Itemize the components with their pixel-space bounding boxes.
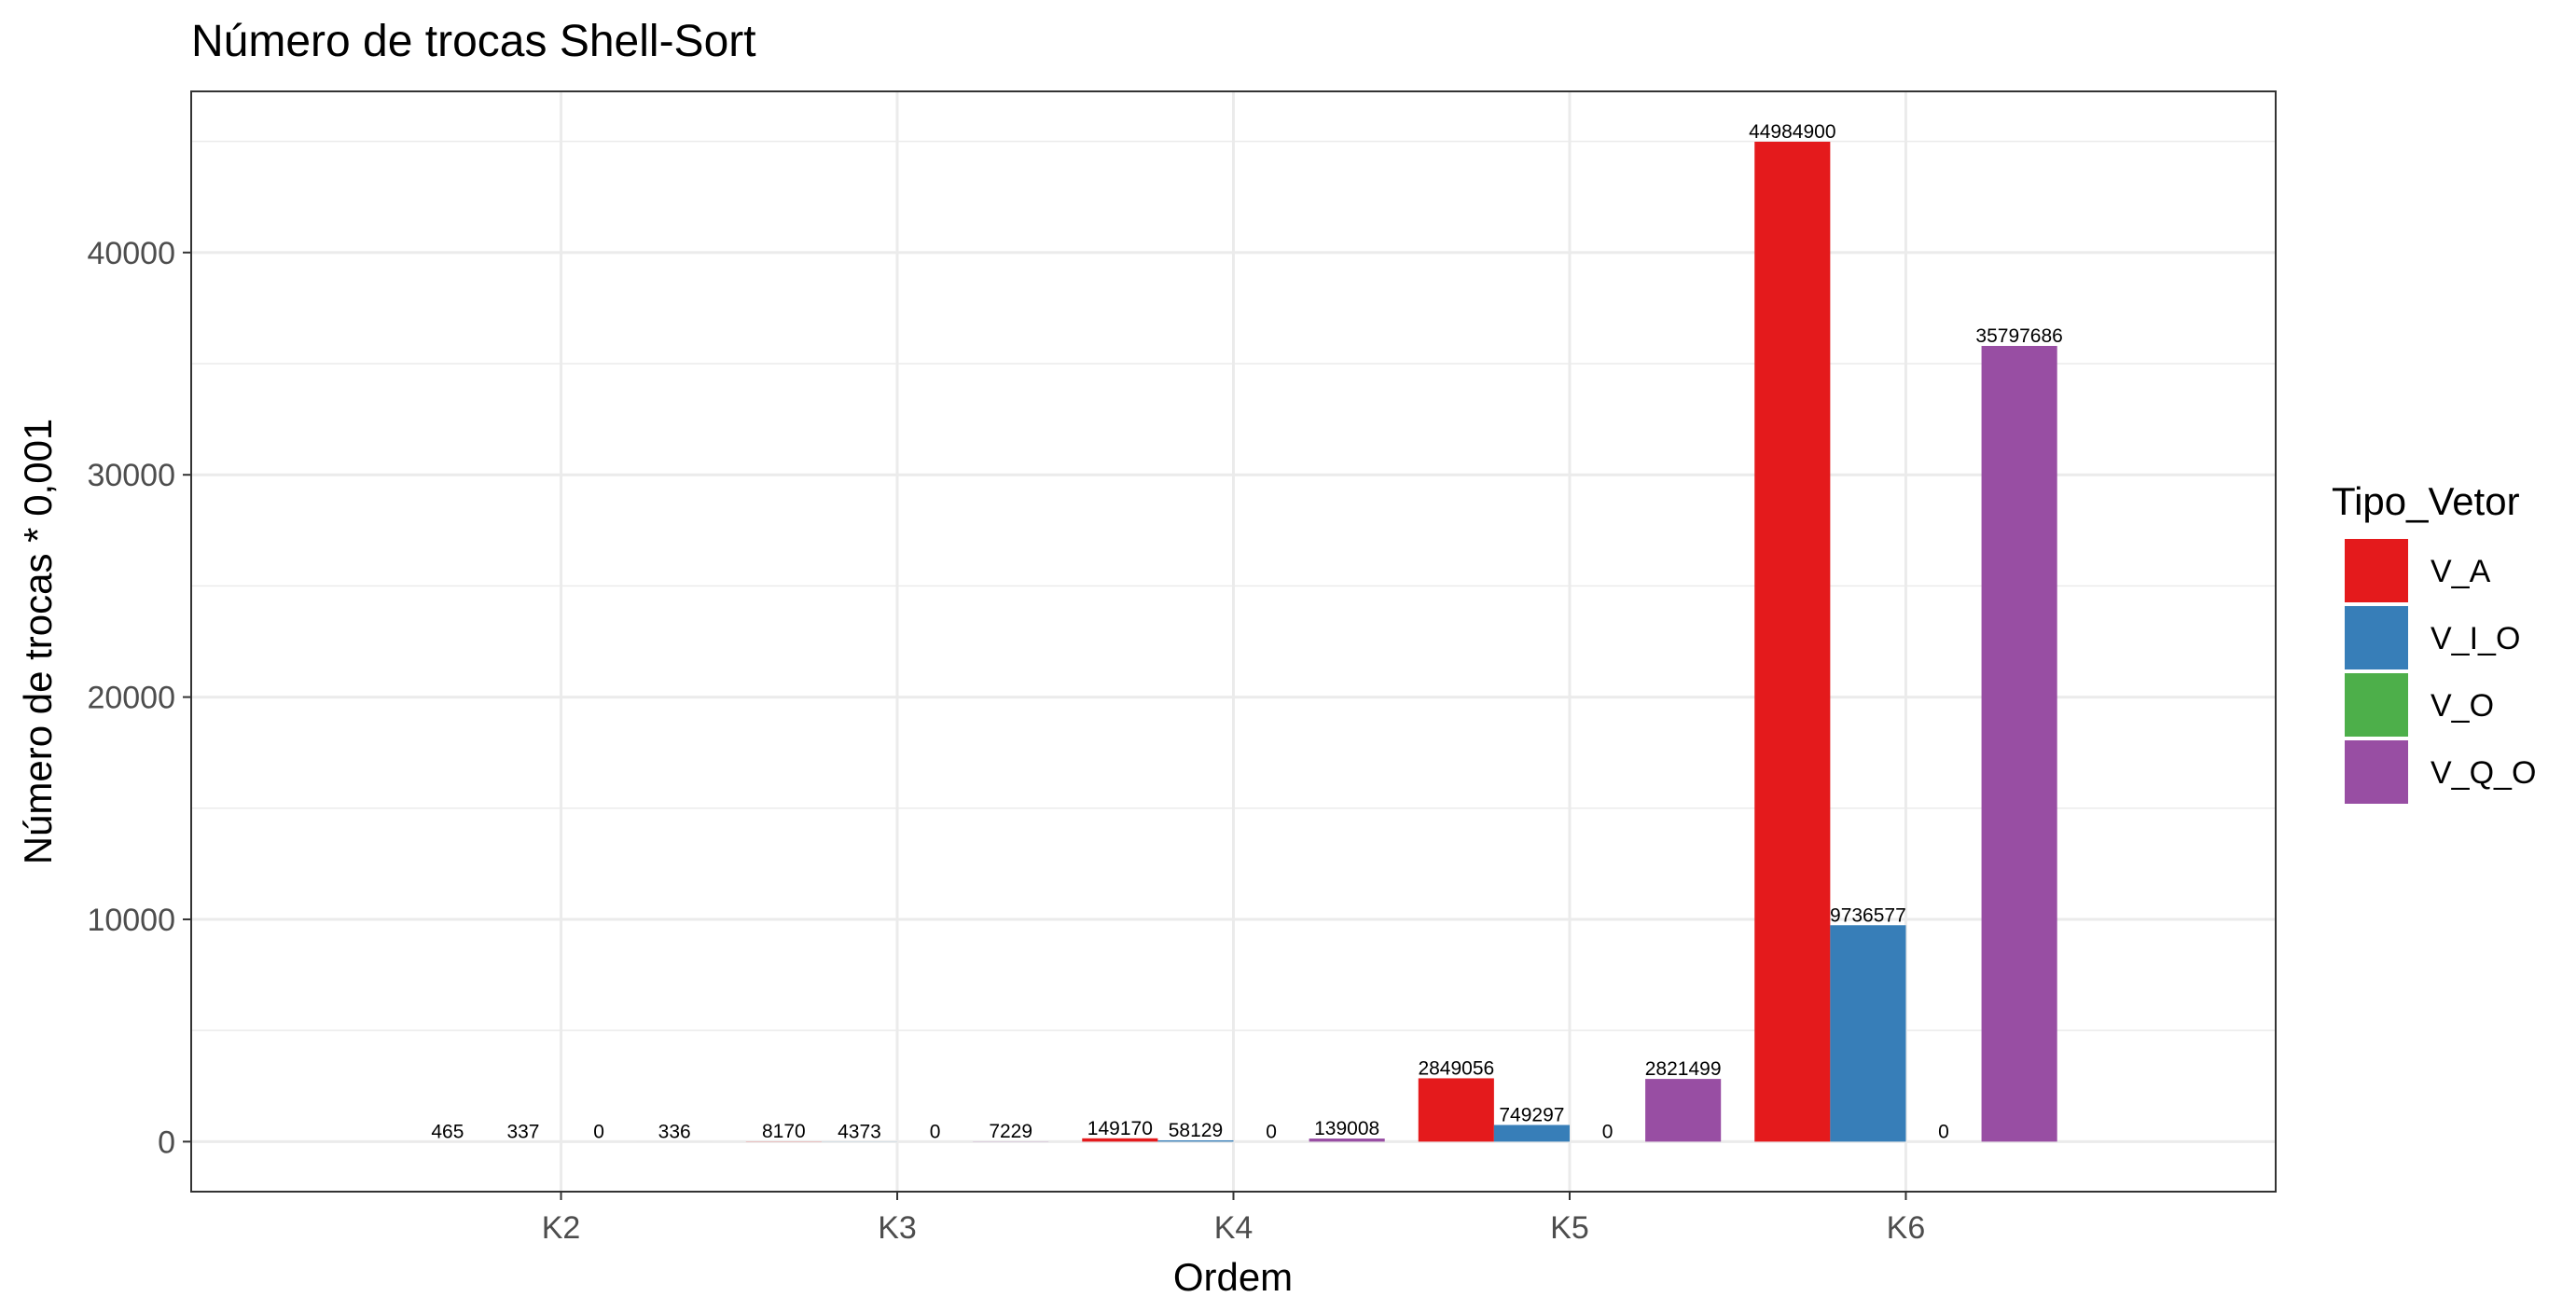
y-axis-title: Número de trocas * 0,001: [16, 419, 60, 865]
bar-value-label: 7229: [989, 1121, 1032, 1142]
bar-value-label: 749297: [1499, 1105, 1564, 1126]
y-tick-label: 30000: [87, 458, 175, 493]
bar-value-label: 0: [593, 1121, 604, 1142]
legend-label: V_O: [2431, 688, 2494, 724]
bar-value-label: 0: [930, 1121, 941, 1142]
legend: V_A V_I_O V_O V_Q_O: [2345, 539, 2536, 804]
bar-value-label: 336: [658, 1121, 691, 1142]
grid-lines: [191, 91, 2276, 1192]
bar-value-label: 0: [1938, 1121, 1949, 1142]
bar-V_Q_O-K5: [1645, 1079, 1722, 1142]
bar-V_I_O-K5: [1493, 1125, 1570, 1142]
bar-value-label: 8170: [762, 1121, 806, 1142]
bar-value-label: 149170: [1087, 1118, 1153, 1139]
bar-value-label: 337: [506, 1121, 539, 1142]
bar-value-label: 9736577: [1830, 904, 1906, 926]
legend-key-V_O: [2345, 673, 2408, 737]
bar-value-label: 35797686: [1975, 325, 2062, 347]
y-tick-label: 0: [158, 1125, 175, 1160]
bar-V_Q_O-K4: [1309, 1138, 1385, 1142]
x-tick-label: K2: [542, 1210, 581, 1246]
bar-value-label: 2849056: [1418, 1057, 1494, 1079]
bars: [409, 141, 2057, 1142]
legend-key-V_I_O: [2345, 606, 2408, 669]
chart-title: Número de trocas Shell-Sort: [191, 17, 756, 66]
bar-V_A-K5: [1418, 1078, 1494, 1142]
x-tick-label: K5: [1550, 1210, 1589, 1246]
legend-key-V_Q_O: [2345, 740, 2408, 804]
y-tick-label: 20000: [87, 681, 175, 716]
y-tick-label: 10000: [87, 903, 175, 938]
legend-label: V_Q_O: [2431, 755, 2536, 791]
x-tick-label: K6: [1887, 1210, 1926, 1246]
legend-key-V_A: [2345, 539, 2408, 602]
legend-label: V_A: [2431, 554, 2491, 589]
bar-V_A-K6: [1754, 141, 1831, 1142]
bar-V_A-K4: [1082, 1138, 1158, 1142]
x-axis: K2 K3 K4 K5 K6: [542, 1192, 1926, 1246]
bar-value-label: 4373: [838, 1121, 881, 1142]
x-axis-title: Ordem: [1173, 1255, 1293, 1299]
bar-value-label: 2821499: [1645, 1058, 1722, 1080]
bar-value-label: 139008: [1314, 1118, 1379, 1139]
bar-value-label: 0: [1602, 1121, 1613, 1142]
y-axis: 0 10000 20000 30000 40000: [87, 236, 191, 1160]
bar-value-label: 44984900: [1749, 121, 1835, 143]
bar-V_I_O-K4: [1157, 1139, 1234, 1142]
y-tick-label: 40000: [87, 236, 175, 271]
bar-value-labels: 465 8170 149170 2849056 44984900 337 4373 58129…: [431, 121, 2063, 1142]
x-tick-label: K4: [1214, 1210, 1253, 1246]
bar-value-label: 0: [1266, 1121, 1277, 1142]
bar-value-label: 58129: [1169, 1120, 1223, 1141]
legend-label: V_I_O: [2431, 621, 2520, 656]
x-tick-label: K3: [878, 1210, 917, 1246]
bar-V_I_O-K6: [1830, 925, 1906, 1142]
legend-title: Tipo_Vetor: [2332, 479, 2520, 523]
bar-V_Q_O-K6: [1981, 346, 2057, 1142]
bar-value-label: 465: [431, 1121, 464, 1142]
